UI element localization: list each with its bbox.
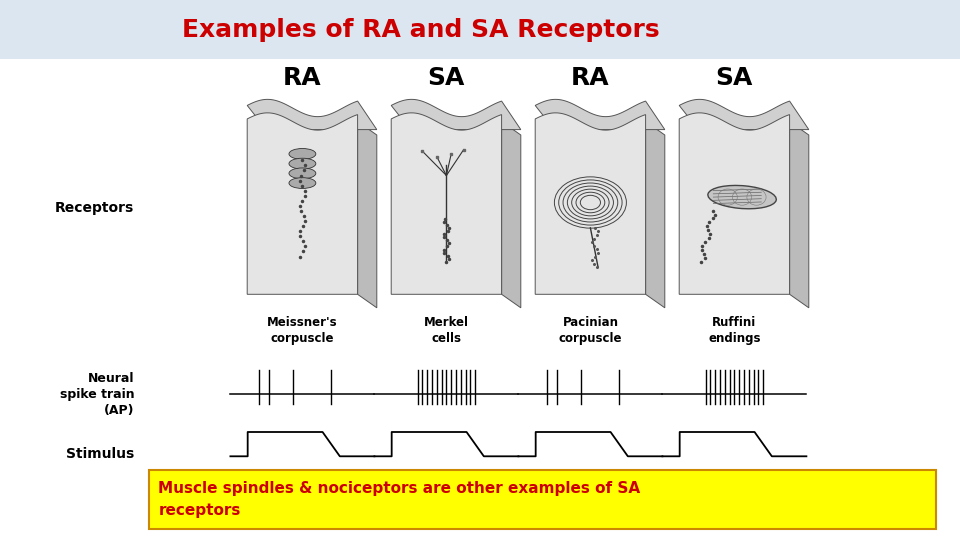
Ellipse shape — [708, 185, 777, 209]
Polygon shape — [392, 113, 502, 294]
Text: Muscle spindles & nociceptors are other examples of SA
receptors: Muscle spindles & nociceptors are other … — [158, 482, 640, 517]
FancyBboxPatch shape — [149, 470, 936, 529]
Text: RA: RA — [283, 66, 322, 90]
Polygon shape — [680, 113, 789, 294]
Polygon shape — [248, 99, 376, 130]
Text: Neural
spike train
(AP): Neural spike train (AP) — [60, 372, 134, 417]
Polygon shape — [392, 99, 521, 130]
Text: Examples of RA and SA Receptors: Examples of RA and SA Receptors — [182, 18, 660, 42]
Polygon shape — [645, 122, 664, 308]
Text: Pacinian
corpuscle: Pacinian corpuscle — [559, 316, 622, 345]
Polygon shape — [536, 99, 664, 130]
Text: Meissner's
corpuscle: Meissner's corpuscle — [267, 316, 338, 345]
Ellipse shape — [289, 158, 316, 169]
Polygon shape — [248, 113, 357, 294]
Text: SA: SA — [716, 66, 753, 90]
Polygon shape — [357, 122, 376, 308]
Polygon shape — [502, 122, 521, 308]
Text: Receptors: Receptors — [55, 201, 134, 215]
Ellipse shape — [289, 178, 316, 188]
Text: RA: RA — [571, 66, 610, 90]
Text: Stimulus: Stimulus — [66, 447, 134, 461]
Text: SA: SA — [428, 66, 465, 90]
Ellipse shape — [289, 168, 316, 179]
Polygon shape — [789, 122, 808, 308]
Text: Merkel
cells: Merkel cells — [424, 316, 468, 345]
Text: Ruffini
endings: Ruffini endings — [708, 316, 760, 345]
Polygon shape — [680, 99, 808, 130]
FancyBboxPatch shape — [0, 0, 960, 59]
Polygon shape — [536, 113, 645, 294]
Ellipse shape — [289, 148, 316, 159]
